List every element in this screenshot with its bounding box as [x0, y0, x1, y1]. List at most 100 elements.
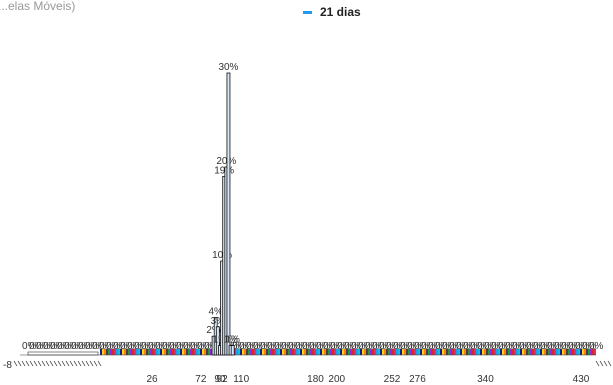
near-zero-bar: [126, 349, 128, 355]
near-zero-bar: [176, 349, 178, 355]
near-zero-bar: [544, 349, 546, 355]
near-zero-bar: [122, 349, 124, 355]
x-tick-glyph: [21, 360, 26, 367]
near-zero-bar: [396, 349, 398, 355]
near-zero-bar: [354, 349, 356, 355]
x-tick-glyph: [13, 360, 18, 367]
near-zero-bar: [280, 349, 282, 355]
data-label: 20%: [216, 156, 236, 167]
near-zero-bar: [546, 349, 548, 355]
data-label-zero: 0%: [449, 341, 464, 352]
near-zero-bar: [558, 349, 560, 355]
near-zero-bar: [202, 349, 204, 355]
data-label: 1%: [213, 335, 228, 346]
near-zero-bar: [306, 349, 308, 355]
near-zero-bar: [170, 349, 172, 355]
x-tick-glyph: [57, 360, 62, 367]
near-zero-bar: [192, 349, 194, 355]
data-label-zero: 0%: [92, 341, 107, 352]
data-label-zero: 0%: [400, 341, 415, 352]
near-zero-bar: [290, 349, 292, 355]
near-zero-bar: [422, 349, 424, 355]
zero-labels: 0%0%0%0%0%0%0%0%0%0%0%0%0%0%0%0%0%0%0%0%…: [22, 341, 604, 352]
data-label-zero: 0%: [456, 341, 471, 352]
data-label-zero: 0%: [365, 341, 380, 352]
x-tick-glyph: [33, 360, 38, 367]
near-zero-bar: [142, 349, 144, 355]
near-zero-bar: [482, 349, 484, 355]
near-zero-bar: [536, 349, 538, 355]
x-tick-label: 26: [146, 374, 158, 385]
data-label-zero: 0%: [575, 341, 590, 352]
near-zero-bar: [446, 349, 448, 355]
near-zero-bar: [300, 349, 302, 355]
data-label-zero: 0%: [120, 341, 135, 352]
data-label-zero: 0%: [421, 341, 436, 352]
data-label-zero: 0%: [561, 341, 576, 352]
near-zero-bar: [132, 349, 134, 355]
near-zero-bar: [318, 349, 320, 355]
near-zero-bar: [310, 349, 312, 355]
near-zero-bar: [146, 349, 148, 355]
data-label-zero: 0%: [127, 341, 142, 352]
near-zero-bar: [562, 349, 564, 355]
near-zero-bar: [380, 349, 382, 355]
near-zero-bar: [576, 349, 578, 355]
near-zero-bar: [248, 349, 250, 355]
data-label-zero: 0%: [22, 341, 37, 352]
data-label-zero: 0%: [519, 341, 534, 352]
x-tick-glyph: [89, 360, 94, 367]
near-zero-bar-left: [27, 351, 99, 356]
near-zero-bar: [180, 349, 182, 355]
data-label-zero: 0%: [463, 341, 478, 352]
near-zero-bar: [436, 349, 438, 355]
near-zero-bar: [298, 349, 300, 355]
near-zero-bar: [404, 349, 406, 355]
near-zero-bar: [116, 349, 118, 355]
near-zero-bar: [254, 349, 256, 355]
near-zero-bar: [256, 349, 258, 355]
data-label-zero: 0%: [533, 341, 548, 352]
near-zero-bar: [526, 349, 528, 355]
x-tick-glyph: [97, 360, 102, 367]
near-zero-bar: [288, 349, 290, 355]
data-label: 3%: [211, 316, 226, 327]
near-zero-bar: [110, 349, 112, 355]
near-zero-bar: [276, 349, 278, 355]
data-label-zero: 0%: [498, 341, 513, 352]
near-zero-bar: [406, 349, 408, 355]
data-label-zero: 0%: [358, 341, 373, 352]
near-zero-bar: [368, 349, 370, 355]
near-zero-bar: [428, 349, 430, 355]
near-zero-bar: [520, 349, 522, 355]
near-zero-bar: [104, 349, 106, 355]
near-zero-bar: [316, 349, 318, 355]
near-zero-bar: [188, 349, 190, 355]
near-zero-bar: [184, 349, 186, 355]
near-zero-bar: [194, 349, 196, 355]
near-zero-bar: [372, 349, 374, 355]
x-tick-glyph: [81, 360, 86, 367]
near-zero-bar: [498, 349, 500, 355]
near-zero-bar: [152, 349, 154, 355]
near-zero-bar: [412, 349, 414, 355]
data-label: 1%: [223, 335, 238, 346]
near-zero-bar: [158, 349, 160, 355]
near-zero-bar: [244, 349, 246, 355]
near-zero-bar: [568, 349, 570, 355]
data-label-zero: 0%: [43, 341, 58, 352]
near-zero-bar: [434, 349, 436, 355]
near-zero-bar: [346, 349, 348, 355]
near-zero-bar: [592, 349, 594, 355]
near-zero-bar: [514, 349, 516, 355]
near-zero-bar: [246, 349, 248, 355]
data-label-zero: 0%: [29, 341, 44, 352]
near-zero-bar: [418, 349, 420, 355]
near-zero-bar: [494, 349, 496, 355]
near-zero-bar: [510, 349, 512, 355]
data-label-zero: 0%: [344, 341, 359, 352]
near-zero-bar: [522, 349, 524, 355]
near-zero-bar: [580, 349, 582, 355]
